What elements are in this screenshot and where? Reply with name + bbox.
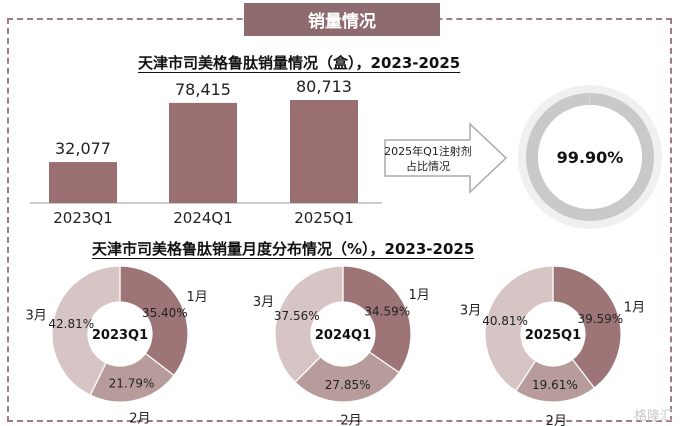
donut-center-label: 2023Q1 [92,328,148,343]
annotation-line-2: 占比情况 [406,159,450,173]
donut-month-label: 2月 [129,412,150,426]
bar-2023Q1 [49,162,117,203]
injection-donut-center-label: 99.90% [557,148,624,167]
donut-center-label: 2025Q1 [525,328,581,343]
donut-month-label: 3月 [26,309,47,324]
bar-chart-title: 天津市司美格鲁肽销量情况（盒），2023-2025 [138,54,461,72]
annotation-arrow [384,122,508,194]
donut-month-label: 1月 [408,288,429,303]
injection-donut-hole [538,105,642,209]
donut-slice-value: 35.40% [142,306,188,320]
donut-chart-title: 天津市司美格鲁肽销量月度分布情况（%），2023-2025 [92,240,475,258]
donut-month-label: 3月 [460,304,481,319]
donut-slice-value: 40.81% [482,314,528,328]
bar-category-label: 2023Q1 [53,209,113,227]
bar-category-label: 2025Q1 [294,209,354,227]
donut-slice-3月 [274,265,344,384]
donut-slice-value: 34.59% [364,305,410,319]
annotation-line-1: 2025年Q1注射剂 [384,144,472,158]
donut-center-label: 2024Q1 [315,328,371,343]
watermark: 格隆汇 [633,409,673,424]
section-header: 销量情况 [244,3,440,36]
donut-slice-1月 [552,265,622,389]
donut-slice-1月 [119,265,189,377]
bar-value-label: 80,713 [296,77,352,96]
donut-slice-2月 [294,351,400,403]
donut-month-label: 1月 [186,290,207,305]
donut-month-label: 2月 [546,414,567,426]
donut-slice-3月 [484,265,554,392]
donut-slice-3月 [51,265,121,396]
donut-slice-1月 [342,265,412,374]
bar-2024Q1 [169,102,237,203]
donut-month-label: 2月 [340,414,361,426]
donut-month-label: 3月 [253,295,274,310]
donut-month-label: 1月 [624,300,645,315]
donut-slice-value: 37.56% [274,309,320,323]
donut-slice-value: 42.81% [48,317,94,331]
donut-slice-value: 39.59% [577,312,623,326]
bar-category-label: 2024Q1 [173,209,233,227]
bar-value-label: 78,415 [175,80,231,99]
donut-slice-value: 21.79% [109,377,155,391]
bar-2025Q1 [290,100,358,203]
bar-value-label: 32,077 [55,139,111,158]
donut-slice-value: 19.61% [532,378,578,392]
donut-slice-value: 27.85% [325,378,371,392]
